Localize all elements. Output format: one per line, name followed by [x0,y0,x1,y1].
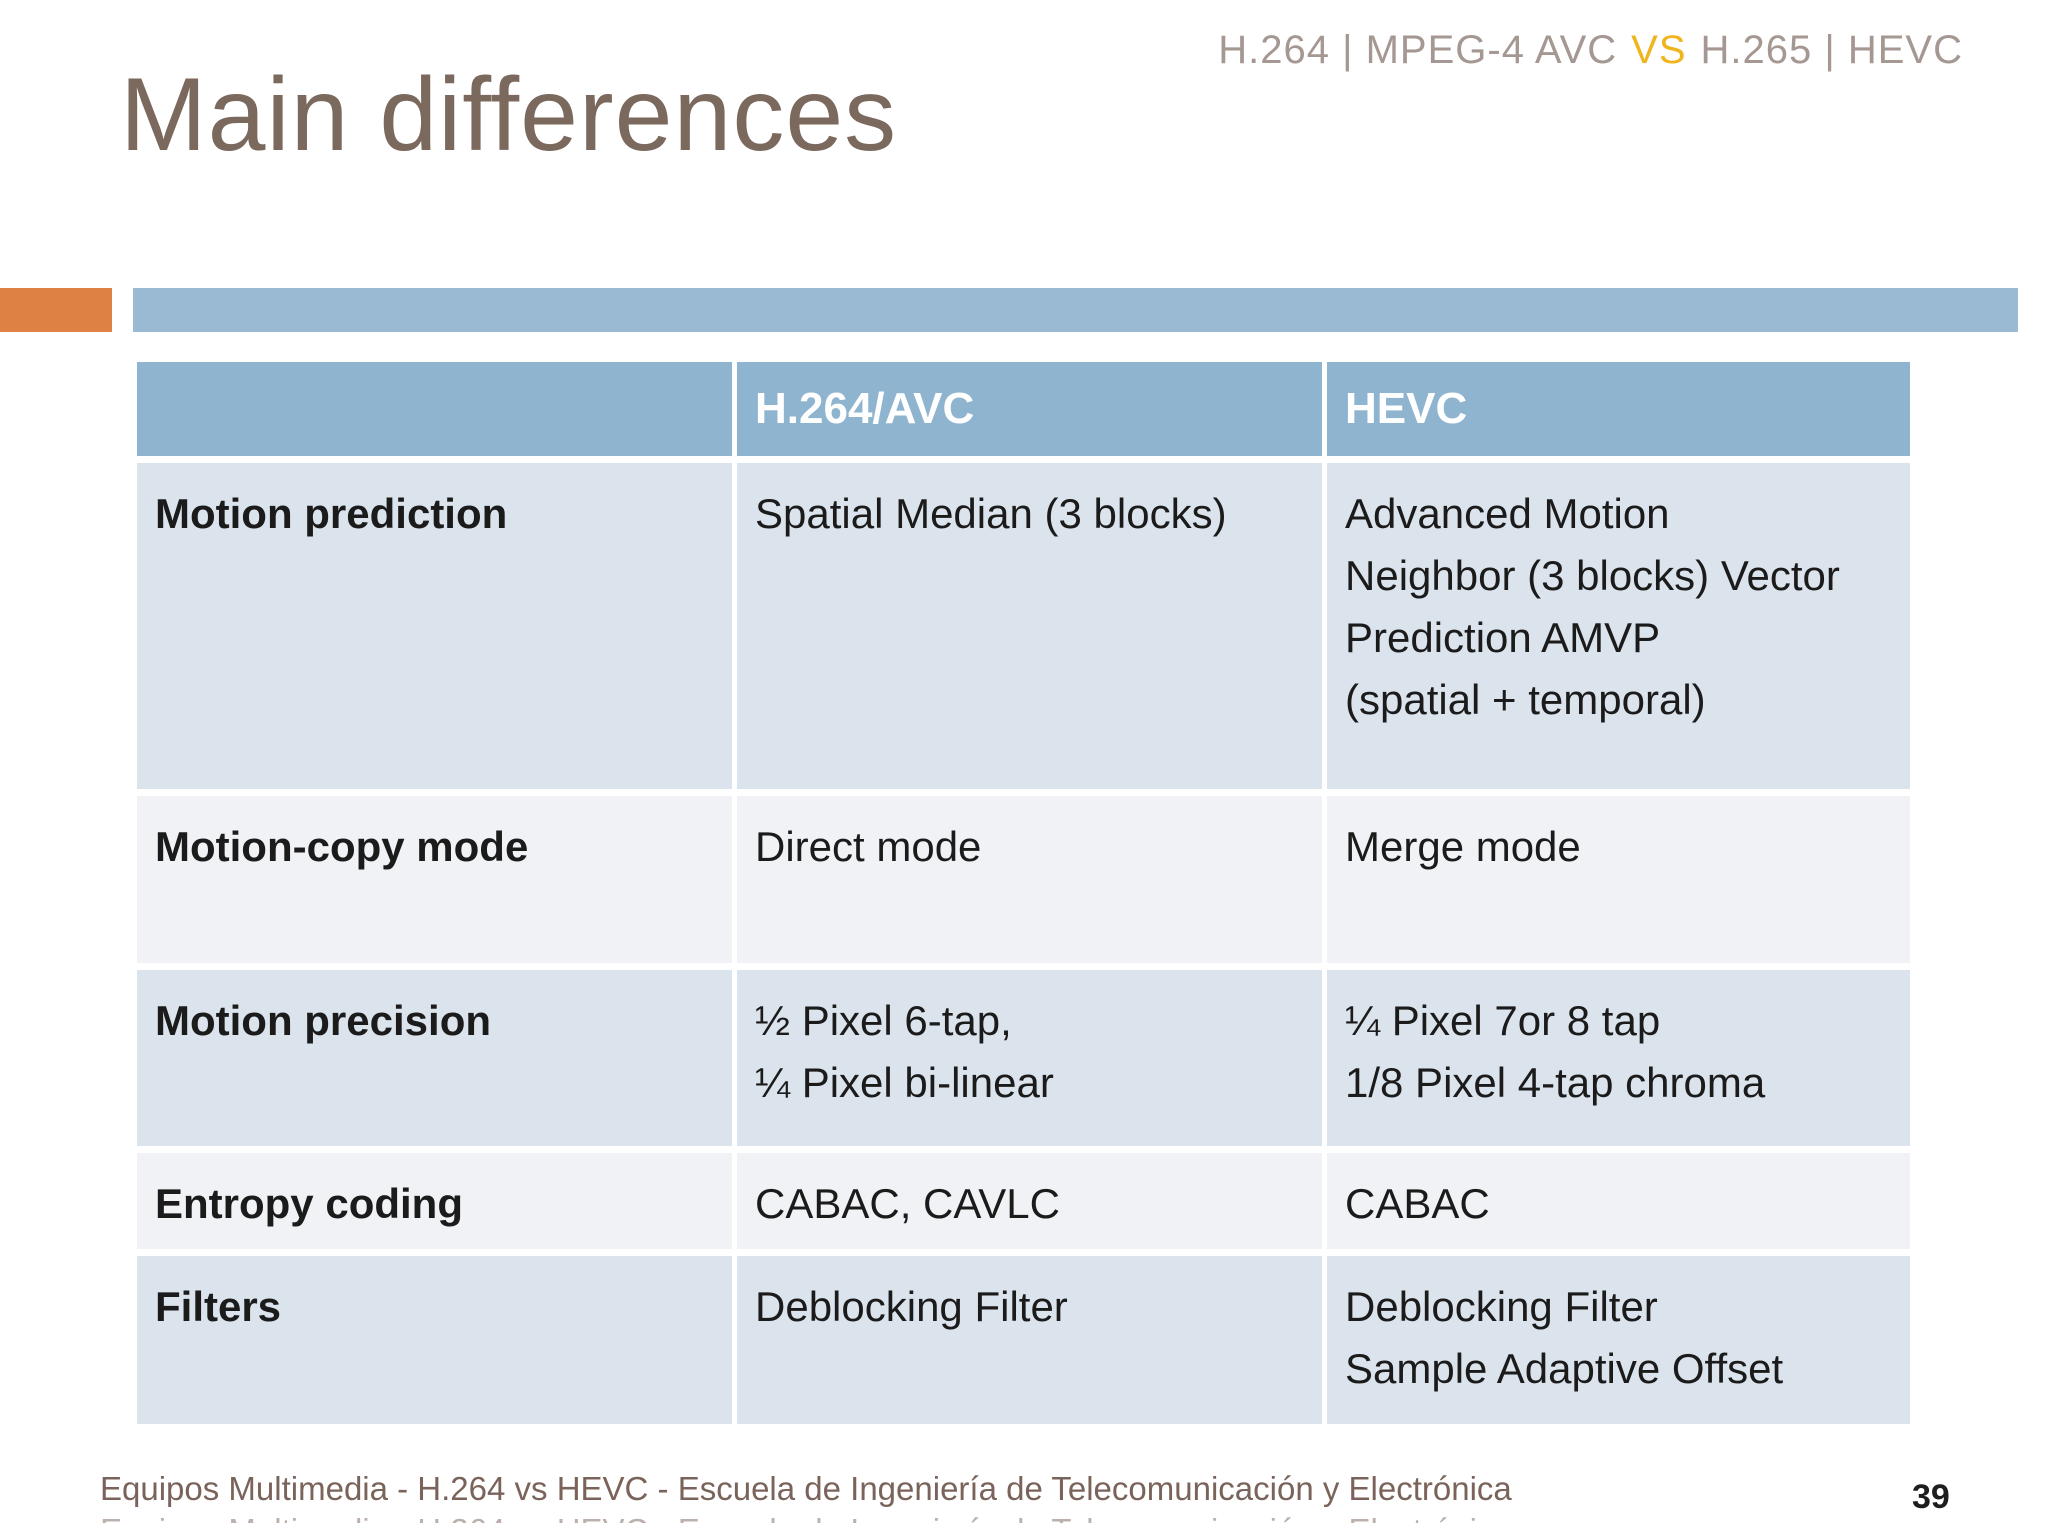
table-row-entropy-coding: Entropy coding CABAC, CAVLC CABAC [137,1153,1910,1249]
footer-ghost-artifact: Equipos Multimedia - H.264 vs HEVC - Esc… [100,1514,1512,1523]
column-header-hevc: HEVC [1327,362,1910,456]
cell-hevc-value: Advanced Motion Neighbor (3 blocks) Vect… [1327,463,1910,789]
row-feature-label: Motion prediction [137,463,732,789]
kicker-vs: VS [1631,28,1687,72]
cell-hevc-value: Deblocking Filter Sample Adaptive Offset [1327,1256,1910,1424]
kicker-left-codec: H.264 | MPEG-4 AVC [1218,28,1618,72]
cell-h264-value: CABAC, CAVLC [737,1153,1322,1249]
cell-h264-value: Deblocking Filter [737,1256,1322,1424]
table-row-motion-prediction: Motion prediction Spatial Median (3 bloc… [137,463,1910,789]
cell-hevc-value: Merge mode [1327,796,1910,963]
table-row-motion-precision: Motion precision ½ Pixel 6-tap, ¼ Pixel … [137,970,1910,1146]
column-header-feature [137,362,732,456]
slide-kicker: H.264 | MPEG-4 AVC VS H.265 | HEVC [1218,28,1963,73]
cell-h264-value: ½ Pixel 6-tap, ¼ Pixel bi-linear [737,970,1322,1146]
page-title: Main differences [120,57,898,173]
cell-h264-value: Spatial Median (3 blocks) [737,463,1322,789]
comparison-table: H.264/AVC HEVC Motion prediction Spatial… [132,355,1915,1431]
table-row-filters: Filters Deblocking Filter Deblocking Fil… [137,1256,1910,1424]
row-feature-label: Filters [137,1256,732,1424]
cell-hevc-value: CABAC [1327,1153,1910,1249]
footer-caption: Equipos Multimedia - H.264 vs HEVC - Esc… [100,1470,1512,1507]
accent-bar-blue [133,288,2018,332]
accent-bar-orange [0,288,112,332]
row-feature-label: Entropy coding [137,1153,732,1249]
row-feature-label: Motion-copy mode [137,796,732,963]
kicker-right-codec: H.265 | HEVC [1700,28,1963,72]
cell-hevc-value: ¼ Pixel 7or 8 tap 1/8 Pixel 4-tap chroma [1327,970,1910,1146]
table-header-row: H.264/AVC HEVC [137,362,1910,456]
cell-h264-value: Direct mode [737,796,1322,963]
page-number: 39 [1912,1478,1950,1516]
table-row-motion-copy-mode: Motion-copy mode Direct mode Merge mode [137,796,1910,963]
row-feature-label: Motion precision [137,970,732,1146]
column-header-h264: H.264/AVC [737,362,1322,456]
